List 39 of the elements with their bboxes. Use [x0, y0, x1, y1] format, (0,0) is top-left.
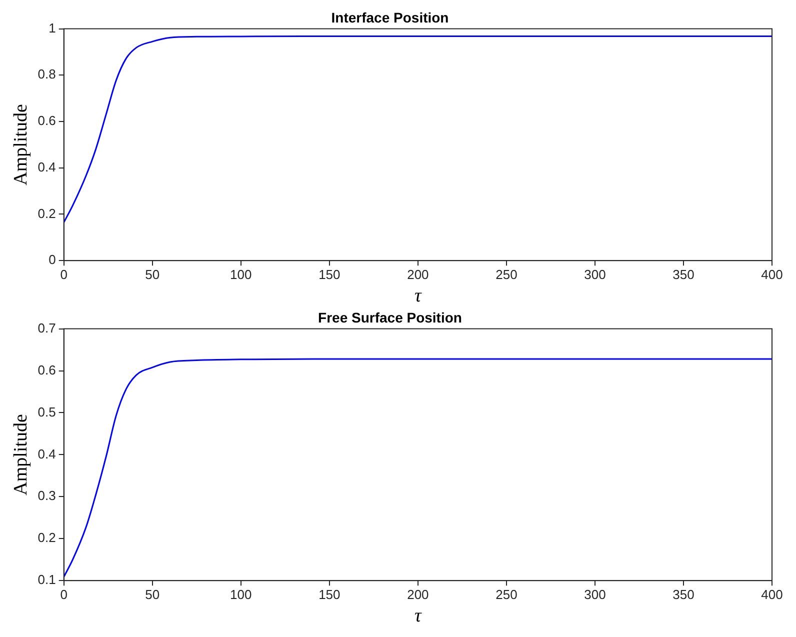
y-tick-label: 0	[48, 252, 56, 268]
y-tick-label: 0.7	[38, 320, 56, 336]
y-tick-label: 0.2	[38, 530, 56, 546]
x-tick-label: 300	[584, 266, 606, 282]
y-axis-title: Amplitude	[10, 414, 32, 496]
x-tick-label: 150	[318, 586, 340, 602]
y-tick-label: 0.6	[38, 362, 56, 378]
x-tick-label: 250	[496, 586, 518, 602]
x-tick-label: 50	[145, 586, 160, 602]
x-tick-label: 400	[761, 586, 783, 602]
x-tick-label: 200	[407, 266, 429, 282]
y-tick-label: 0.6	[38, 113, 56, 128]
y-tick-label: 0.3	[38, 488, 56, 504]
chart-title: Free Surface Position	[318, 309, 462, 326]
y-tick-label: 0.4	[38, 159, 56, 174]
x-axis-title: τ	[414, 286, 423, 307]
y-tick-label: 0.8	[38, 66, 56, 82]
x-axis-title: τ	[414, 606, 423, 627]
x-tick-label: 300	[584, 586, 606, 602]
y-tick-label: 0.2	[38, 206, 56, 221]
chart-title: Interface Position	[331, 9, 449, 26]
x-tick-label: 200	[407, 586, 429, 602]
x-tick-label: 150	[318, 266, 340, 282]
line-series	[64, 358, 772, 578]
x-tick-label: 350	[672, 266, 694, 282]
y-tick-label: 0.1	[38, 572, 56, 588]
line-series	[64, 35, 772, 224]
y-tick-label: 0.4	[38, 446, 56, 462]
x-tick-label: 400	[761, 266, 783, 282]
x-tick-label: 250	[496, 266, 518, 282]
x-tick-label: 100	[230, 266, 252, 282]
x-tick-label: 0	[60, 586, 68, 602]
x-tick-label: 0	[60, 266, 68, 282]
x-tick-label: 100	[230, 586, 252, 602]
x-tick-label: 50	[145, 266, 160, 282]
x-tick-label: 350	[672, 586, 694, 602]
y-tick-label: 0.5	[38, 404, 56, 420]
y-tick-label: 1	[48, 20, 56, 36]
y-axis-title: Amplitude	[10, 104, 32, 186]
